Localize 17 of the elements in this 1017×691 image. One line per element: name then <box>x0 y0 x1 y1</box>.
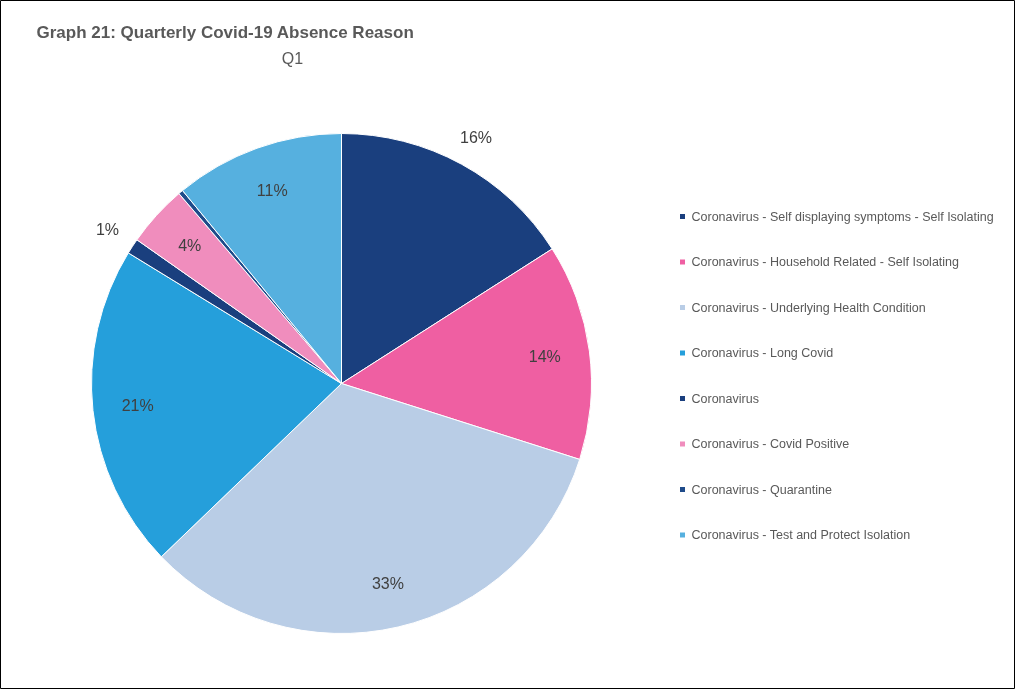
legend-label: Coronavirus - Household Related - Self Isolating <box>691 255 960 269</box>
legend-label: Coronavirus - Quarantine <box>691 482 832 497</box>
legend-label: Coronavirus - Long Covid <box>691 346 834 360</box>
legend-label: Coronavirus <box>691 391 759 406</box>
legend-label: Coronavirus - Underlying Health Condition <box>691 300 926 315</box>
chart-subtitle: Q1 <box>281 50 304 67</box>
data-label: 16% <box>460 129 493 147</box>
data-label: 1% <box>95 221 120 239</box>
data-label: 11% <box>256 182 288 200</box>
chart-title: Graph 21: Quarterly Covid-19 Absence Reason <box>36 23 414 42</box>
data-label: 21% <box>121 397 154 415</box>
legend-label: Coronavirus - Covid Positive <box>691 437 850 451</box>
data-label: 4% <box>178 237 202 255</box>
legend-label: Coronavirus - Self displaying symptoms - Self Isolating <box>691 209 994 224</box>
legend-label: Coronavirus - Test and Protect Isolation <box>691 528 911 542</box>
data-label: 14% <box>528 348 561 366</box>
data-label: 33% <box>371 574 404 592</box>
